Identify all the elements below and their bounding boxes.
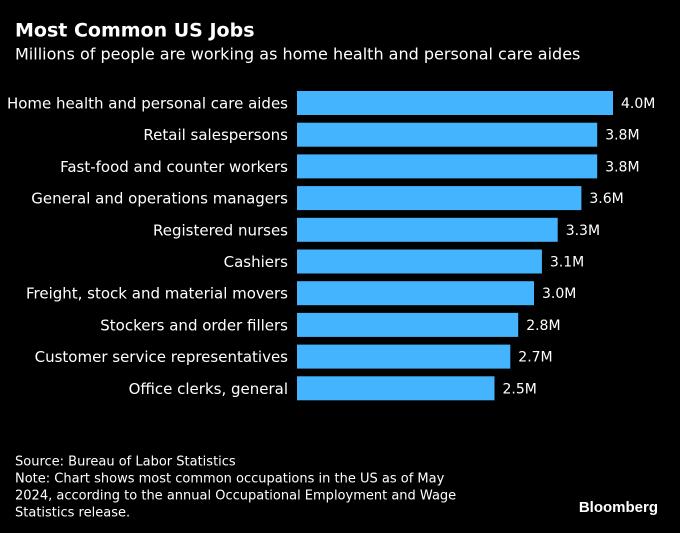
bar — [297, 344, 511, 369]
brand-logo: Bloomberg — [579, 499, 658, 516]
category-label: Stockers and order fillers — [100, 316, 288, 334]
source: Source: Bureau of Labor Statistics — [15, 455, 236, 470]
value-label: 2.8M — [526, 318, 560, 334]
category-label: Registered nurses — [153, 221, 288, 239]
bar — [297, 217, 558, 242]
category-label: Fast-food and counter workers — [60, 158, 288, 176]
category-label: Retail salespersons — [143, 126, 288, 144]
note-line: Statistics release. — [15, 506, 130, 521]
bar — [297, 91, 613, 115]
value-label: 4.0M — [621, 96, 655, 112]
bar — [297, 376, 495, 401]
value-label: 3.1M — [550, 255, 584, 271]
note-line: Note: Chart shows most common occupation… — [15, 472, 445, 487]
bar — [297, 122, 598, 147]
value-label: 3.6M — [589, 191, 623, 207]
category-label: Cashiers — [224, 253, 289, 271]
chart-title: Most Common US Jobs — [15, 20, 255, 42]
bar — [297, 154, 598, 179]
category-label: Freight, stock and material movers — [26, 285, 288, 303]
bar — [297, 249, 542, 274]
bar — [297, 186, 582, 211]
value-label: 2.5M — [503, 381, 537, 397]
category-label: Office clerks, general — [129, 380, 288, 398]
category-label: Customer service representatives — [35, 348, 289, 366]
value-label: 3.0M — [542, 286, 576, 302]
value-label: 3.8M — [605, 128, 639, 144]
chart-subtitle: Millions of people are working as home h… — [15, 45, 580, 64]
bar — [297, 312, 519, 337]
note-line: 2024, according to the annual Occupation… — [15, 489, 456, 504]
value-label: 3.3M — [566, 223, 600, 239]
category-label: Home health and personal care aides — [7, 95, 288, 113]
bar — [297, 281, 534, 306]
value-label: 2.7M — [518, 350, 552, 366]
category-label: General and operations managers — [31, 190, 288, 208]
value-label: 3.8M — [605, 159, 639, 175]
